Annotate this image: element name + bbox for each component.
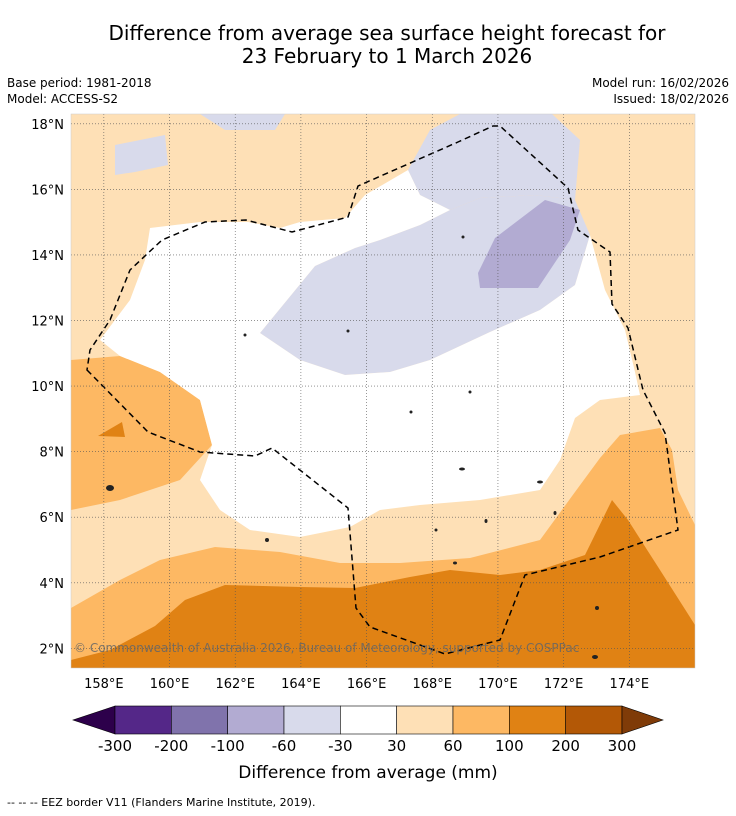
copyright-text: © Commonwealth of Australia 2026, Bureau… <box>74 641 579 655</box>
colorbar-swatch <box>509 705 566 735</box>
island <box>592 655 598 659</box>
colorbar-tick-label: 30 <box>387 737 406 755</box>
island <box>453 561 457 565</box>
colorbar-swatch <box>283 705 341 735</box>
gridlines <box>71 114 695 668</box>
map-title: Difference from average sea surface heig… <box>0 22 736 68</box>
anomaly-100-200-west <box>98 422 125 437</box>
colorbar-swatch <box>452 705 510 735</box>
latitude-tick-label: 10°N <box>31 380 64 395</box>
islands <box>106 235 599 659</box>
title-line-2: 23 February to 1 March 2026 <box>241 44 533 68</box>
island <box>484 519 488 523</box>
anomaly-100-200-south <box>71 500 695 668</box>
longitude-tick-label: 174°E <box>610 677 650 692</box>
model-run: Model run: 16/02/2026 <box>591 76 729 90</box>
latitude-tick-label: 12°N <box>31 315 64 330</box>
eez-border <box>86 125 679 655</box>
longitude-tick-label: 170°E <box>478 677 518 692</box>
colorbar-swatch <box>340 705 397 735</box>
colorbar-swatch <box>396 705 454 735</box>
anomaly-30-60-corner <box>71 114 90 132</box>
sea-surface-height-map: © Commonwealth of Australia 2026, Bureau… <box>31 113 696 783</box>
colorbar-extend-high <box>621 705 664 735</box>
island <box>461 235 465 239</box>
longitude-tick-label: 172°E <box>544 677 584 692</box>
island <box>409 410 413 414</box>
eez-legend-note: -- -- -- EEZ border V11 (Flanders Marine… <box>7 796 316 809</box>
colorbar-tick-label: -200 <box>154 737 188 755</box>
island <box>595 606 599 610</box>
anomaly-minus100-minus60-patch <box>478 200 580 288</box>
anomaly-60-100-west <box>71 356 212 510</box>
longitude-tick-label: 168°E <box>412 677 452 692</box>
colorbar-tick-label: -300 <box>98 737 132 755</box>
island <box>459 467 465 471</box>
latitude-tick-label: 16°N <box>31 183 64 198</box>
island <box>434 528 438 532</box>
title-line-1: Difference from average sea surface heig… <box>108 21 666 45</box>
model-name: Model: ACCESS-S2 <box>7 92 119 106</box>
colorbar-swatch <box>227 705 285 735</box>
latitude-ticks: 2°N 4°N 6°N 8°N 10°N 12°N 14°N 16°N 18°N <box>31 118 64 657</box>
longitude-ticks: 158°E 160°E 162°E 164°E 166°E 168°E 170°E 172°E… <box>84 677 649 692</box>
meta-left: Base period: 1981-2018 Model: ACCESS-S2 <box>7 75 152 107</box>
island <box>468 390 472 394</box>
colorbar-extend-low <box>72 705 116 735</box>
longitude-tick-label: 164°E <box>281 677 321 692</box>
longitude-tick-label: 160°E <box>150 677 190 692</box>
island <box>346 329 350 333</box>
island <box>553 511 557 515</box>
colorbar-label: Difference from average (mm) <box>238 763 497 783</box>
latitude-tick-label: 14°N <box>31 249 64 264</box>
colorbar-tick-label: -30 <box>328 737 353 755</box>
colorbar-tick-label: 200 <box>551 737 580 755</box>
latitude-tick-label: 6°N <box>40 511 65 526</box>
colorbar-tick-label: 100 <box>495 737 524 755</box>
map-plot-area <box>71 114 695 668</box>
latitude-tick-label: 18°N <box>31 118 64 133</box>
longitude-tick-label: 162°E <box>215 677 255 692</box>
anomaly-minus60-minus30-northwest <box>115 135 168 175</box>
longitude-tick-label: 166°E <box>347 677 387 692</box>
meta-right: Model run: 16/02/2026 Issued: 18/02/2026 <box>592 75 729 107</box>
latitude-tick-label: 4°N <box>40 577 65 592</box>
latitude-tick-label: 8°N <box>40 446 65 461</box>
colorbar-labels: -300 -200 -100 -60 -30 30 60 100 200 300 <box>98 737 636 755</box>
colorbar <box>72 705 664 735</box>
longitude-tick-label: 158°E <box>84 677 124 692</box>
colorbar-tick-label: -100 <box>211 737 245 755</box>
latitude-tick-label: 2°N <box>40 642 65 657</box>
colorbar-swatch <box>114 705 172 735</box>
anomaly-minus60-minus30-top <box>200 114 285 130</box>
island <box>265 538 269 542</box>
base-period: Base period: 1981-2018 <box>7 76 152 90</box>
colorbar-tick-label: 300 <box>608 737 637 755</box>
colorbar-swatch <box>171 705 228 735</box>
island <box>106 485 114 491</box>
map-frame <box>70 113 696 669</box>
colorbar-tick-label: -60 <box>272 737 297 755</box>
anomaly-minus60-minus30-north <box>408 114 580 210</box>
colorbar-swatch <box>565 705 623 735</box>
island <box>537 480 543 484</box>
colorbar-tick-label: 60 <box>443 737 462 755</box>
issued-date: Issued: 18/02/2026 <box>613 92 729 106</box>
island <box>243 333 247 337</box>
